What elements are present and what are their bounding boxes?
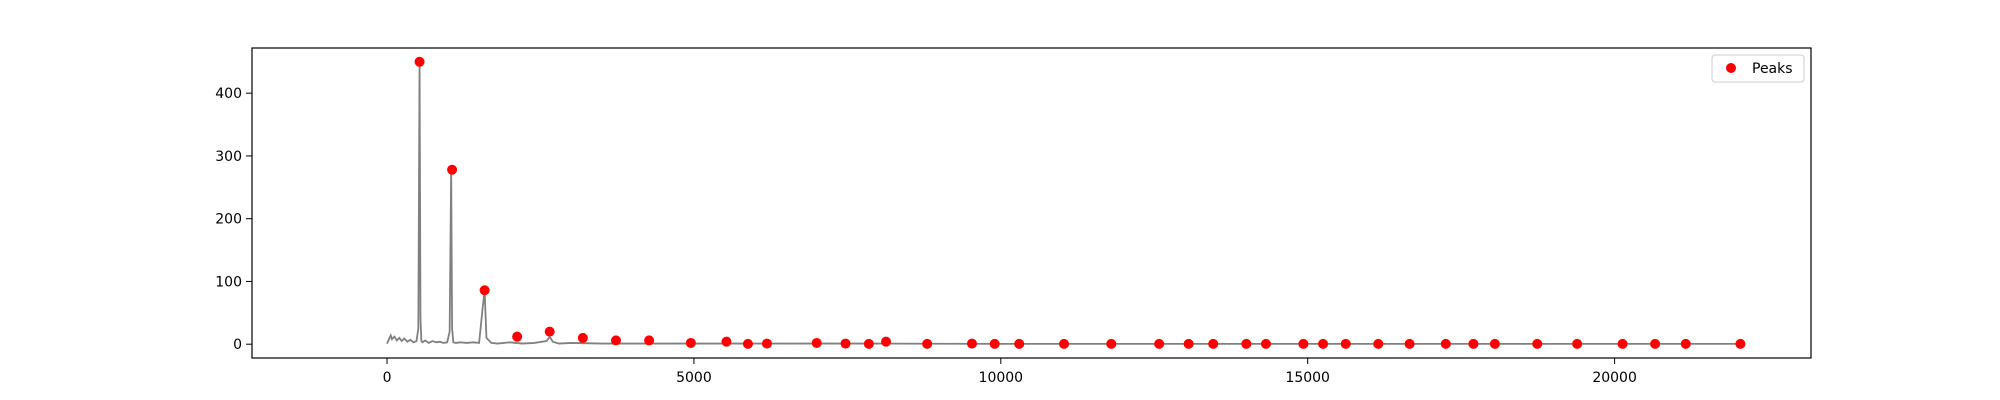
peak-point: [721, 336, 732, 347]
axes-frame: [251, 47, 1812, 359]
peak-point: [1617, 338, 1628, 349]
plot-area: [252, 48, 1811, 358]
peak-point: [1208, 338, 1219, 349]
legend-peaks-marker: [1726, 63, 1736, 73]
peak-point: [414, 56, 425, 67]
peak-point: [644, 335, 655, 346]
peak-point: [966, 338, 977, 349]
peak-point: [1489, 338, 1500, 349]
x-tick-label: 0: [383, 370, 392, 386]
x-tick-label: 10000: [979, 370, 1024, 386]
x-tick-label: 15000: [1285, 370, 1330, 386]
x-tick-label: 20000: [1592, 370, 1637, 386]
peak-point: [1260, 338, 1271, 349]
peak-point: [1404, 338, 1415, 349]
peak-point: [742, 338, 753, 349]
peak-point: [840, 338, 851, 349]
y-tick-label: 100: [215, 274, 242, 290]
peak-point: [1735, 338, 1746, 349]
peak-point: [761, 338, 772, 349]
peak-point: [1572, 338, 1583, 349]
legend: Peaks: [1711, 54, 1805, 83]
peak-point: [447, 164, 458, 175]
peak-point: [1468, 338, 1479, 349]
peak-point: [685, 337, 696, 348]
peak-point: [1680, 338, 1691, 349]
y-tick-label: 200: [215, 212, 242, 228]
peak-point: [1241, 338, 1252, 349]
peak-point: [989, 338, 1000, 349]
peak-point: [811, 337, 822, 348]
peak-point: [1440, 338, 1451, 349]
peak-point: [1154, 338, 1165, 349]
legend-box: [1711, 54, 1805, 83]
peak-point: [1532, 338, 1543, 349]
peak-point: [863, 338, 874, 349]
peak-point: [1373, 338, 1384, 349]
peak-point: [922, 338, 933, 349]
x-tick-label: 5000: [676, 370, 712, 386]
peak-point: [1340, 338, 1351, 349]
peak-point: [881, 336, 892, 347]
peak-point: [1106, 338, 1117, 349]
peak-point: [577, 332, 588, 343]
peak-point: [1183, 338, 1194, 349]
y-tick-label: 400: [215, 86, 242, 102]
peak-point: [1318, 338, 1329, 349]
peak-point: [1059, 338, 1070, 349]
peak-point: [610, 335, 621, 346]
peak-point: [1650, 338, 1661, 349]
y-tick-label: 300: [215, 149, 242, 165]
legend-peaks-label: Peaks: [1752, 61, 1793, 77]
peak-point: [1014, 338, 1025, 349]
y-tick-label: 0: [233, 337, 242, 353]
signal-line: [386, 61, 1738, 345]
peak-point: [1298, 338, 1309, 349]
peak-point: [479, 285, 490, 296]
peak-point: [544, 326, 555, 337]
peak-point: [512, 331, 523, 342]
